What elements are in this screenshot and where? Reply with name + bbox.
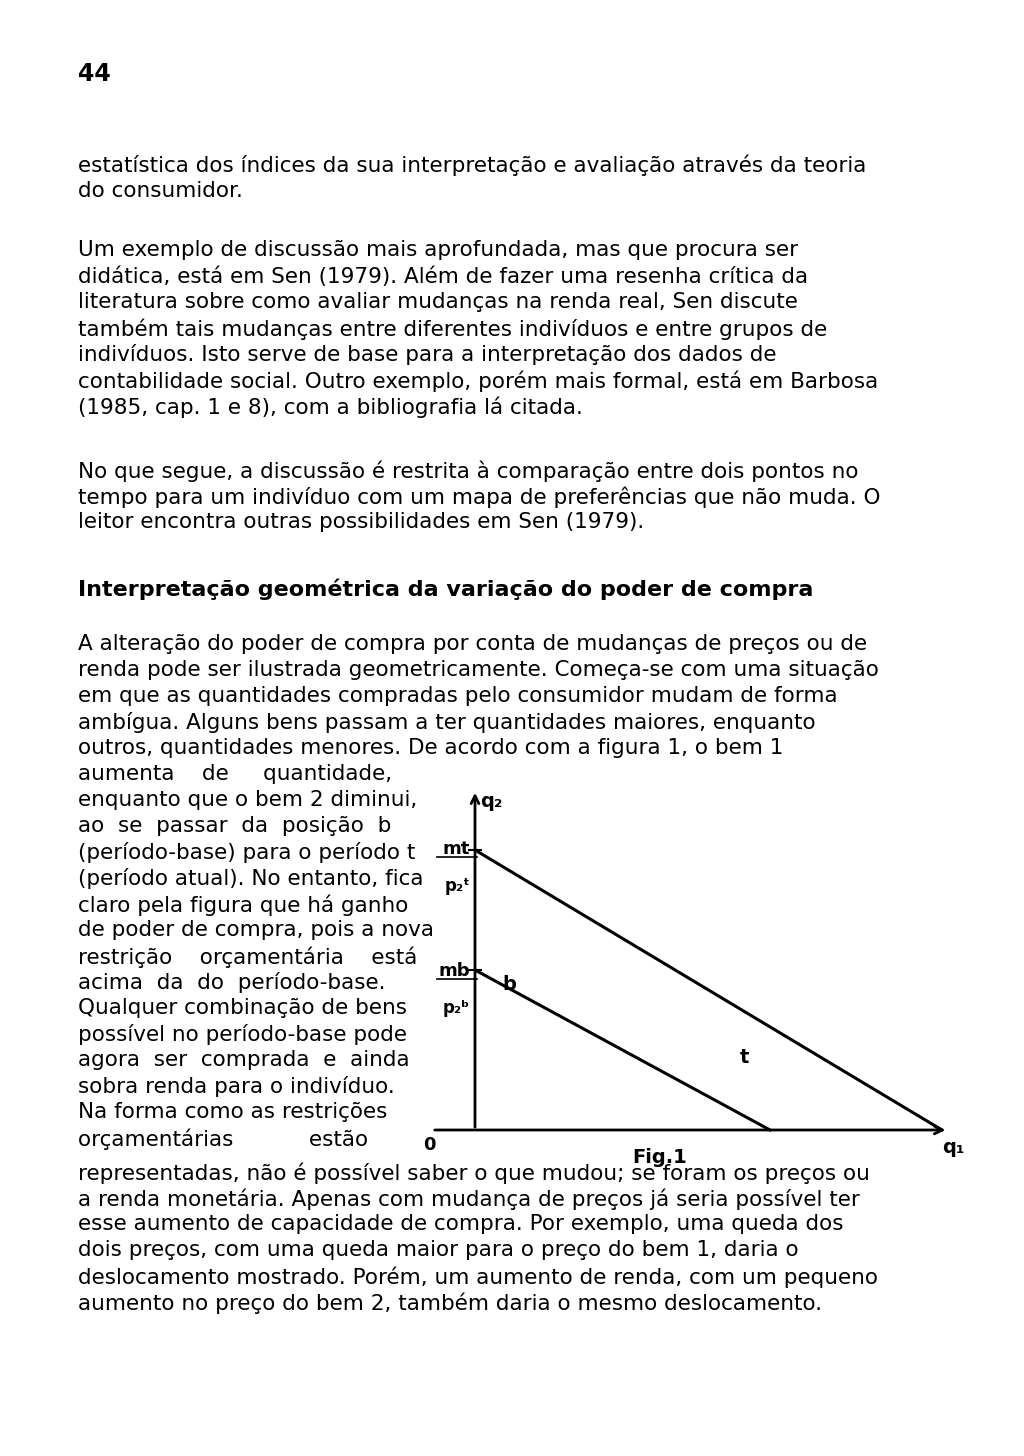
Text: Qualquer combinação de bens: Qualquer combinação de bens <box>78 997 407 1018</box>
Text: A alteração do poder de compra por conta de mudanças de preços ou de: A alteração do poder de compra por conta… <box>78 633 867 654</box>
Text: literatura sobre como avaliar mudanças na renda real, Sen discute: literatura sobre como avaliar mudanças n… <box>78 293 798 312</box>
Text: restrição    orçamentária    está: restrição orçamentária está <box>78 946 418 967</box>
Text: aumenta    de     quantidade,: aumenta de quantidade, <box>78 764 392 783</box>
Text: leitor encontra outras possibilidades em Sen (1979).: leitor encontra outras possibilidades em… <box>78 513 644 531</box>
Text: Na forma como as restrições: Na forma como as restrições <box>78 1102 387 1123</box>
Text: p₂ᵇ: p₂ᵇ <box>442 999 470 1016</box>
Text: Fig.1: Fig.1 <box>633 1147 687 1168</box>
Text: representadas, não é possível saber o que mudou; se foram os preços ou: representadas, não é possível saber o qu… <box>78 1162 869 1184</box>
Text: contabilidade social. Outro exemplo, porém mais formal, está em Barbosa: contabilidade social. Outro exemplo, por… <box>78 370 879 392</box>
Text: agora  ser  comprada  e  ainda: agora ser comprada e ainda <box>78 1050 410 1070</box>
Text: q₁: q₁ <box>942 1139 965 1158</box>
Text: do consumidor.: do consumidor. <box>78 181 243 201</box>
Text: (1985, cap. 1 e 8), com a bibliografia lá citada.: (1985, cap. 1 e 8), com a bibliografia l… <box>78 396 583 418</box>
Text: didática, está em Sen (1979). Além de fazer uma resenha crítica da: didática, está em Sen (1979). Além de fa… <box>78 266 808 287</box>
Text: também tais mudanças entre diferentes indivíduos e entre grupos de: também tais mudanças entre diferentes in… <box>78 317 827 339</box>
Text: No que segue, a discussão é restrita à comparação entre dois pontos no: No que segue, a discussão é restrita à c… <box>78 460 858 482</box>
Text: claro pela figura que há ganho: claro pela figura que há ganho <box>78 894 409 916</box>
Text: dois preços, com uma queda maior para o preço do bem 1, daria o: dois preços, com uma queda maior para o … <box>78 1241 799 1259</box>
Text: sobra renda para o indivíduo.: sobra renda para o indivíduo. <box>78 1076 394 1096</box>
Text: 0: 0 <box>424 1136 436 1155</box>
Text: (período-base) para o período t: (período-base) para o período t <box>78 842 416 863</box>
Text: 44: 44 <box>78 63 111 86</box>
Text: possível no período-base pode: possível no período-base pode <box>78 1024 407 1045</box>
Text: indivíduos. Isto serve de base para a interpretação dos dados de: indivíduos. Isto serve de base para a in… <box>78 344 776 365</box>
Text: enquanto que o bem 2 diminui,: enquanto que o bem 2 diminui, <box>78 791 417 810</box>
Text: em que as quantidades compradas pelo consumidor mudam de forma: em que as quantidades compradas pelo con… <box>78 686 838 706</box>
Text: ao  se  passar  da  posição  b: ao se passar da posição b <box>78 815 391 836</box>
Text: tempo para um indivíduo com um mapa de preferências que não muda. O: tempo para um indivíduo com um mapa de p… <box>78 486 881 508</box>
Text: a renda monetária. Apenas com mudança de preços já seria possível ter: a renda monetária. Apenas com mudança de… <box>78 1188 860 1210</box>
Text: p₂ᵗ: p₂ᵗ <box>444 877 470 895</box>
Text: ambígua. Alguns bens passam a ter quantidades maiores, enquanto: ambígua. Alguns bens passam a ter quanti… <box>78 712 816 732</box>
Text: de poder de compra, pois a nova: de poder de compra, pois a nova <box>78 920 434 941</box>
Text: deslocamento mostrado. Porém, um aumento de renda, com um pequeno: deslocamento mostrado. Porém, um aumento… <box>78 1267 878 1287</box>
Text: Um exemplo de discussão mais aprofundada, mas que procura ser: Um exemplo de discussão mais aprofundada… <box>78 240 798 261</box>
Text: t: t <box>740 1048 750 1067</box>
Text: mt: mt <box>442 840 470 858</box>
Text: Interpretação geométrica da variação do poder de compra: Interpretação geométrica da variação do … <box>78 578 813 600</box>
Text: q₂: q₂ <box>480 792 503 811</box>
Text: estatística dos índices da sua interpretação e avaliação através da teoria: estatística dos índices da sua interpret… <box>78 154 866 176</box>
Text: (período atual). No entanto, fica: (período atual). No entanto, fica <box>78 868 424 890</box>
Text: b: b <box>502 976 516 994</box>
Text: aumento no preço do bem 2, também daria o mesmo deslocamento.: aumento no preço do bem 2, também daria … <box>78 1291 822 1313</box>
Text: esse aumento de capacidade de compra. Por exemplo, uma queda dos: esse aumento de capacidade de compra. Po… <box>78 1214 844 1235</box>
Text: orçamentárias           estão: orçamentárias estão <box>78 1128 368 1149</box>
Text: renda pode ser ilustrada geometricamente. Começa-se com uma situação: renda pode ser ilustrada geometricamente… <box>78 660 879 680</box>
Text: mb: mb <box>438 962 470 980</box>
Text: outros, quantidades menores. De acordo com a figura 1, o bem 1: outros, quantidades menores. De acordo c… <box>78 738 783 759</box>
Text: acima  da  do  período-base.: acima da do período-base. <box>78 973 385 993</box>
